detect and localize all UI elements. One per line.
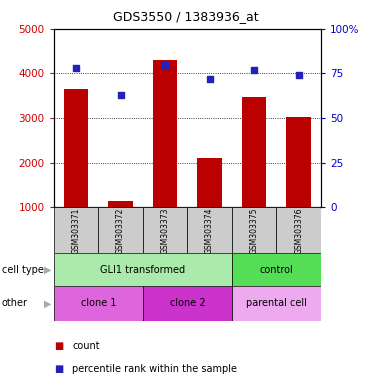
Text: count: count <box>72 341 100 351</box>
Text: clone 1: clone 1 <box>81 298 116 308</box>
Text: GLI1 transformed: GLI1 transformed <box>100 265 186 275</box>
Bar <box>64 89 88 252</box>
Point <box>207 76 213 82</box>
Point <box>118 92 124 98</box>
Text: ▶: ▶ <box>44 298 51 308</box>
Bar <box>54 253 232 286</box>
Bar <box>286 117 311 252</box>
Text: GDS3550 / 1383936_at: GDS3550 / 1383936_at <box>113 10 258 23</box>
Bar <box>108 201 133 252</box>
Text: ■: ■ <box>54 364 63 374</box>
Text: parental cell: parental cell <box>246 298 307 308</box>
Bar <box>143 207 187 253</box>
Bar <box>98 207 143 253</box>
Bar <box>197 158 222 252</box>
Text: clone 2: clone 2 <box>170 298 205 308</box>
Text: GSM303374: GSM303374 <box>205 207 214 254</box>
Text: GSM303375: GSM303375 <box>250 207 259 254</box>
Text: other: other <box>2 298 28 308</box>
Bar <box>153 60 177 252</box>
Bar <box>54 207 98 253</box>
Bar <box>276 207 321 253</box>
Bar <box>232 207 276 253</box>
Point <box>162 61 168 68</box>
Text: GSM303371: GSM303371 <box>72 207 81 253</box>
Bar <box>187 207 232 253</box>
Point <box>73 65 79 71</box>
Bar <box>232 286 321 321</box>
Bar <box>54 286 143 321</box>
Text: cell type: cell type <box>2 265 44 275</box>
Text: ▶: ▶ <box>44 265 51 275</box>
Bar <box>232 253 321 286</box>
Text: GSM303373: GSM303373 <box>161 207 170 254</box>
Point <box>296 72 302 78</box>
Point <box>251 67 257 73</box>
Text: control: control <box>260 265 293 275</box>
Text: GSM303372: GSM303372 <box>116 207 125 253</box>
Bar <box>242 97 266 252</box>
Text: percentile rank within the sample: percentile rank within the sample <box>72 364 237 374</box>
Text: ■: ■ <box>54 341 63 351</box>
Bar <box>143 286 232 321</box>
Text: GSM303376: GSM303376 <box>294 207 303 254</box>
